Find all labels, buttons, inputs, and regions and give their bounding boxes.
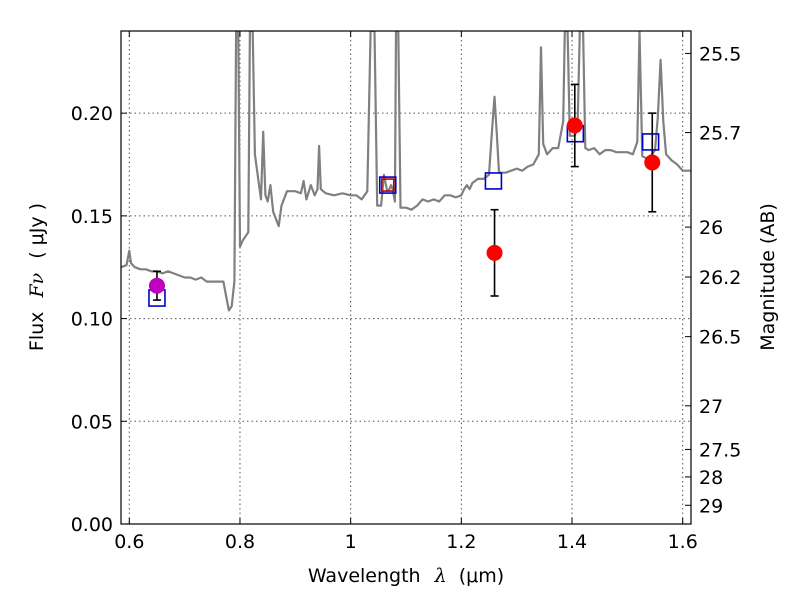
plot-frame (120, 30, 692, 525)
observed-point (644, 154, 661, 171)
y-tick-label: 0.10 (71, 309, 113, 331)
y-axis-label: Flux Fν ( μJy ) (26, 203, 48, 351)
x-tick-label: 1.2 (446, 531, 476, 553)
y2-tick-label: 27.5 (699, 439, 741, 461)
y-axis-ticks: 0.00 0.05 0.10 0.15 0.20 (71, 103, 127, 536)
y2-tick-label: 25.7 (699, 123, 741, 145)
x-tick-label: 1.6 (668, 531, 698, 553)
x-tick-label: 0.6 (114, 531, 144, 553)
model-point-square (641, 133, 660, 151)
plot-area (121, 31, 691, 312)
x-tick-label: 1 (345, 531, 357, 553)
x-axis-label-symbol: λ (434, 565, 447, 587)
model-point-square (484, 172, 503, 190)
y-tick-label: 0.20 (71, 103, 113, 125)
y-tick-label: 0.15 (71, 206, 113, 228)
y2-axis-label: Magnitude (AB) (757, 203, 779, 351)
x-axis-label: Wavelength λ (μm) (308, 565, 504, 587)
observed-point (148, 277, 165, 294)
y2-tick-label: 29 (699, 495, 723, 517)
y2-tick-label: 26.2 (699, 267, 741, 289)
x-tick-label: 1.4 (557, 531, 587, 553)
x-axis-label-unit: (μm) (459, 565, 504, 587)
x-tick-label: 0.8 (225, 531, 255, 553)
y-axis-label-unit: ( μJy ) (26, 203, 48, 259)
observed-point (566, 117, 583, 134)
observed-point (486, 244, 503, 261)
y-tick-label: 0.05 (71, 411, 113, 433)
y2-tick-label: 28 (699, 467, 723, 489)
y2-axis-ticks: 25.5 25.7 26 26.2 26.5 27 27.5 28 29 (685, 43, 741, 517)
model-point-square (378, 176, 397, 194)
y-tick-label: 0.00 (71, 514, 113, 536)
y2-tick-label: 26.5 (699, 327, 741, 349)
y2-tick-label: 27 (699, 396, 723, 418)
y2-tick-label: 25.5 (699, 43, 741, 65)
y2-tick-label: 26 (699, 217, 723, 239)
model-point-overlap (380, 178, 395, 192)
y-axis-label-text: Flux (26, 312, 48, 352)
x-axis-label-text: Wavelength (308, 565, 421, 587)
model-spectrum-line (121, 31, 691, 312)
x-axis-ticks: 0.6 0.8 1 1.2 1.4 1.6 (114, 31, 698, 553)
grid-lines (121, 31, 691, 524)
y-axis-label-symbol: Fν (26, 272, 48, 298)
